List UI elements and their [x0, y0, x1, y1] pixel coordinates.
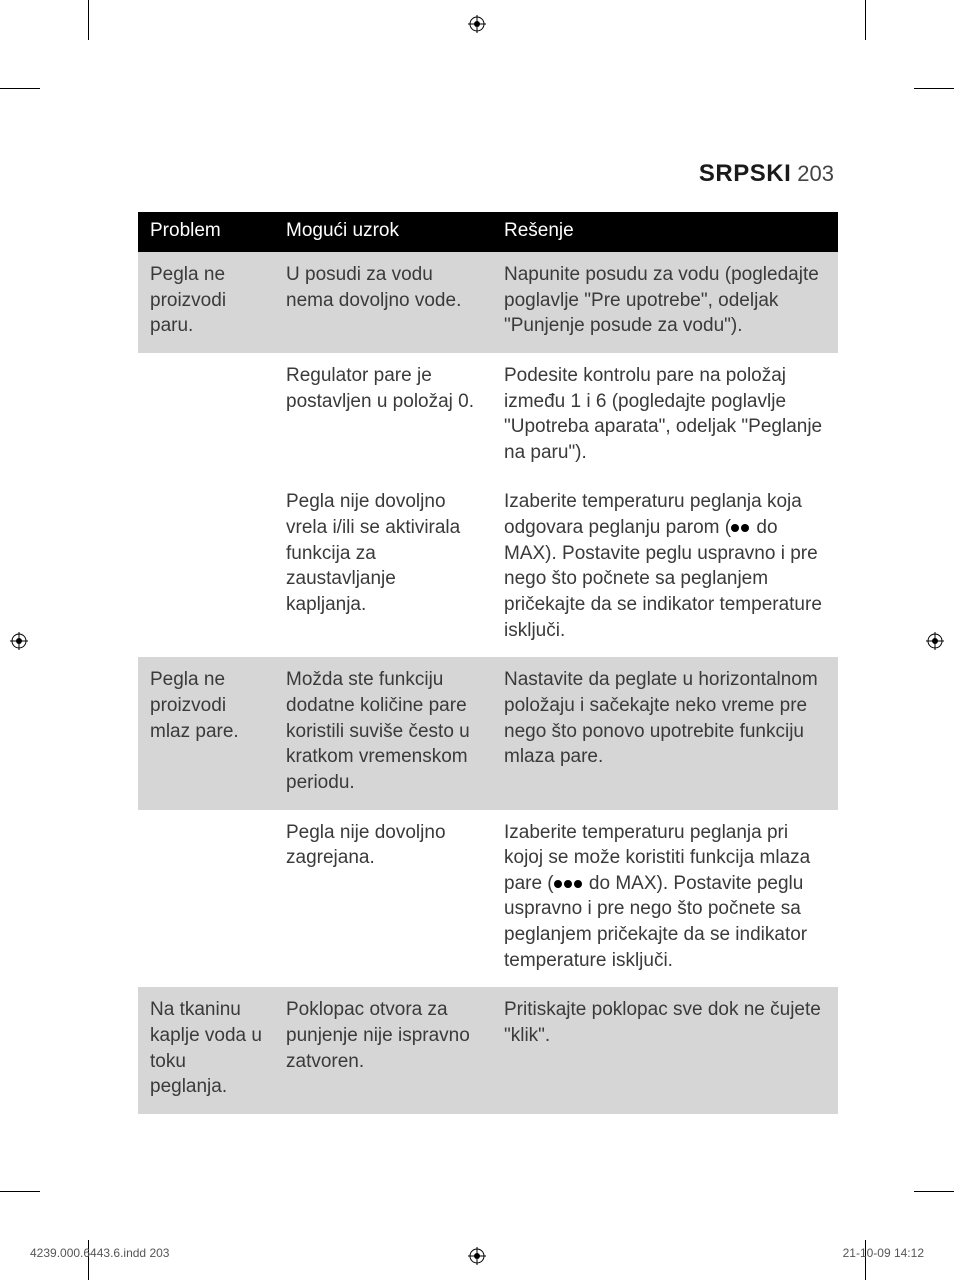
temperature-dots-icon: [731, 524, 751, 532]
table-row: Regulator pare je postavljen u položaj 0…: [138, 353, 838, 480]
content-area: SRPSKI203 Problem Mogući uzrok Rešenje P…: [138, 160, 838, 1114]
crop-mark: [914, 88, 954, 89]
cell-solution: Nastavite da peglate u horizontalnom pol…: [492, 657, 838, 809]
temperature-dots-icon: [554, 880, 584, 888]
cell-cause: Pegla nije dovoljno vrela i/ili se aktiv…: [274, 479, 492, 657]
cell-problem: [138, 353, 274, 480]
cell-cause: Pegla nije dovoljno zagrejana.: [274, 810, 492, 988]
footer-left: 4239.000.6443.6.indd 203: [30, 1246, 169, 1260]
registration-icon: [926, 632, 944, 650]
cell-cause: Poklopac otvora za punjenje nije ispravn…: [274, 987, 492, 1114]
cell-cause: Regulator pare je postavljen u položaj 0…: [274, 353, 492, 480]
crop-mark: [914, 1191, 954, 1192]
table-header-row: Problem Mogući uzrok Rešenje: [138, 212, 838, 252]
cell-solution: Izaberite temperaturu peglanja pri kojoj…: [492, 810, 838, 988]
cell-problem: Na tkaninu kaplje voda u toku peglanja.: [138, 987, 274, 1114]
table-row: Pegla ne proizvodi paru.U posudi za vodu…: [138, 252, 838, 353]
crop-mark: [0, 88, 40, 89]
troubleshooting-table: Problem Mogući uzrok Rešenje Pegla ne pr…: [138, 212, 838, 1114]
registration-icon: [10, 632, 28, 650]
page-header: SRPSKI203: [138, 160, 838, 188]
cell-problem: [138, 810, 274, 988]
table-row: Pegla nije dovoljno vrela i/ili se aktiv…: [138, 479, 838, 657]
cell-cause: Možda ste funkciju dodatne količine pare…: [274, 657, 492, 809]
crop-mark: [0, 1191, 40, 1192]
cell-solution: Pritiskajte poklopac sve dok ne čujete "…: [492, 987, 838, 1114]
registration-icon: [468, 15, 486, 33]
col-header-problem: Problem: [138, 212, 274, 252]
cell-problem: [138, 479, 274, 657]
col-header-cause: Mogući uzrok: [274, 212, 492, 252]
page-number: 203: [797, 161, 834, 186]
print-footer: 4239.000.6443.6.indd 203 21-10-09 14:12: [0, 1246, 954, 1260]
cell-solution: Podesite kontrolu pare na položaj između…: [492, 353, 838, 480]
table-row: Pegla ne proizvodi mlaz pare.Možda ste f…: [138, 657, 838, 809]
footer-right: 21-10-09 14:12: [843, 1246, 924, 1260]
crop-mark: [865, 0, 866, 40]
cell-problem: Pegla ne proizvodi mlaz pare.: [138, 657, 274, 809]
language-label: SRPSKI: [699, 160, 791, 187]
page: SRPSKI203 Problem Mogući uzrok Rešenje P…: [0, 0, 954, 1280]
cell-solution: Napunite posudu za vodu (pogledajte pogl…: [492, 252, 838, 353]
table-row: Pegla nije dovoljno zagrejana.Izaberite …: [138, 810, 838, 988]
cell-solution: Izaberite temperaturu peglanja koja odgo…: [492, 479, 838, 657]
table-row: Na tkaninu kaplje voda u toku peglanja.P…: [138, 987, 838, 1114]
cell-cause: U posudi za vodu nema dovoljno vode.: [274, 252, 492, 353]
crop-mark: [88, 0, 89, 40]
cell-problem: Pegla ne proizvodi paru.: [138, 252, 274, 353]
col-header-solution: Rešenje: [492, 212, 838, 252]
